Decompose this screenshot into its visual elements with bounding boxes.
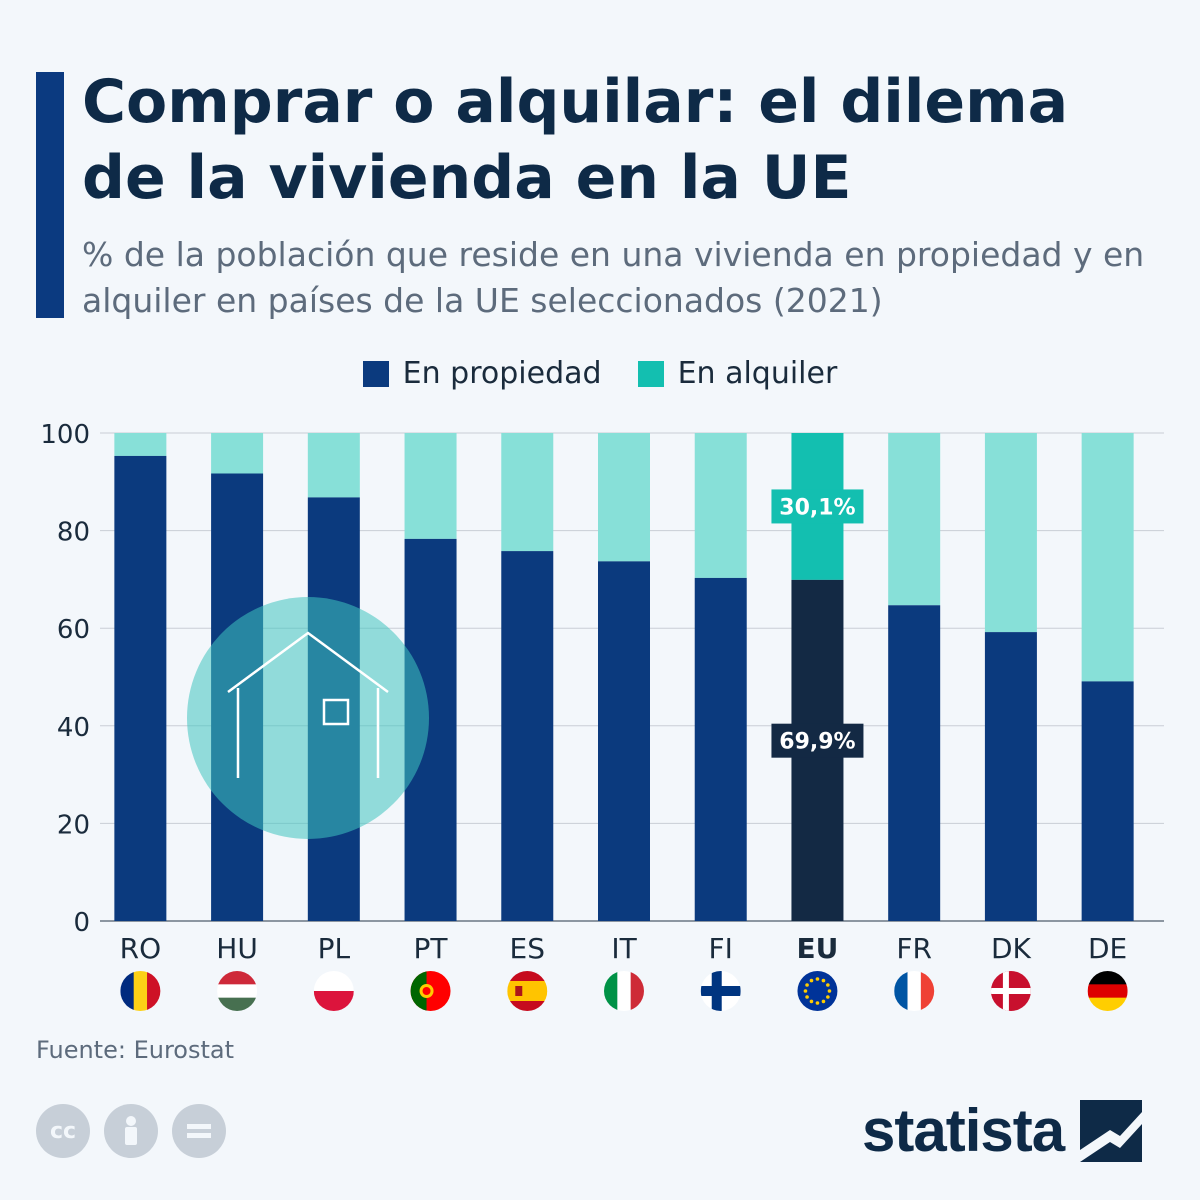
x-tick-label: RO (120, 932, 162, 965)
source-note: Fuente: Eurostat (36, 1036, 234, 1064)
bar-rented-dk (985, 433, 1037, 632)
bar-rented-ro (114, 433, 166, 456)
y-tick-label: 0 (73, 908, 90, 938)
brand-name: statista (862, 1096, 1064, 1165)
bar-rented-pl (308, 433, 360, 497)
flag-fr-icon (894, 971, 935, 1011)
license-icons: cc (36, 1104, 226, 1158)
bar-chart: 0 20 40 60 80 100 RO HU PL PT ES IT FI EU 30,1% 69,9% FR… (0, 0, 1200, 1030)
bar-owned-es (501, 551, 553, 921)
bar-rented-es (501, 433, 553, 551)
flag-pt-icon (411, 971, 451, 1011)
cc-license-icon[interactable]: cc (36, 1104, 90, 1158)
x-tick-label: EU (797, 932, 839, 965)
bar-owned-de (1082, 681, 1134, 921)
x-tick-label: IT (611, 932, 637, 965)
bar-rented-de (1082, 433, 1134, 681)
flag-fi-icon (701, 971, 741, 1011)
flag-dk-icon (991, 971, 1031, 1011)
y-tick-label: 60 (57, 615, 90, 645)
bar-rented-it (598, 433, 650, 561)
data-label-owned: 69,9% (779, 730, 855, 755)
flag-ro-icon (120, 971, 160, 1011)
bar-rented-fi (695, 433, 747, 578)
y-tick-label: 20 (57, 810, 90, 840)
y-tick-label: 100 (40, 420, 90, 450)
bar-rented-hu (211, 433, 263, 474)
x-tick-label: ES (510, 932, 545, 965)
x-tick-label: FR (896, 932, 932, 965)
x-tick-label: PT (414, 932, 449, 965)
flag-hu-icon (217, 971, 257, 1012)
y-tick-label: 80 (57, 518, 90, 548)
flag-de-icon (1088, 971, 1128, 1012)
no-derivatives-icon[interactable] (172, 1104, 226, 1158)
x-tick-label: DE (1088, 932, 1127, 965)
flag-pl-icon (314, 971, 354, 1012)
bar-owned-dk (985, 632, 1037, 921)
x-tick-label: HU (216, 932, 258, 965)
bar-owned-fr (888, 605, 940, 921)
brand[interactable]: statista (862, 1096, 1142, 1165)
x-tick-label: FI (709, 932, 733, 965)
bar-owned-it (598, 561, 650, 921)
bar-owned-fi (695, 578, 747, 921)
data-label-rented: 30,1% (779, 495, 855, 520)
bar-rented-pt (405, 433, 457, 539)
x-tick-label: DK (991, 932, 1032, 965)
statista-logo-icon (1080, 1100, 1142, 1162)
flag-it-icon (604, 971, 645, 1011)
y-tick-label: 40 (57, 713, 90, 743)
bar-owned-ro (114, 456, 166, 921)
attribution-icon[interactable] (104, 1104, 158, 1158)
flag-es-icon (507, 971, 547, 1012)
bar-rented-fr (888, 433, 940, 605)
x-tick-label: PL (318, 932, 351, 965)
flag-eu-icon (797, 971, 837, 1011)
